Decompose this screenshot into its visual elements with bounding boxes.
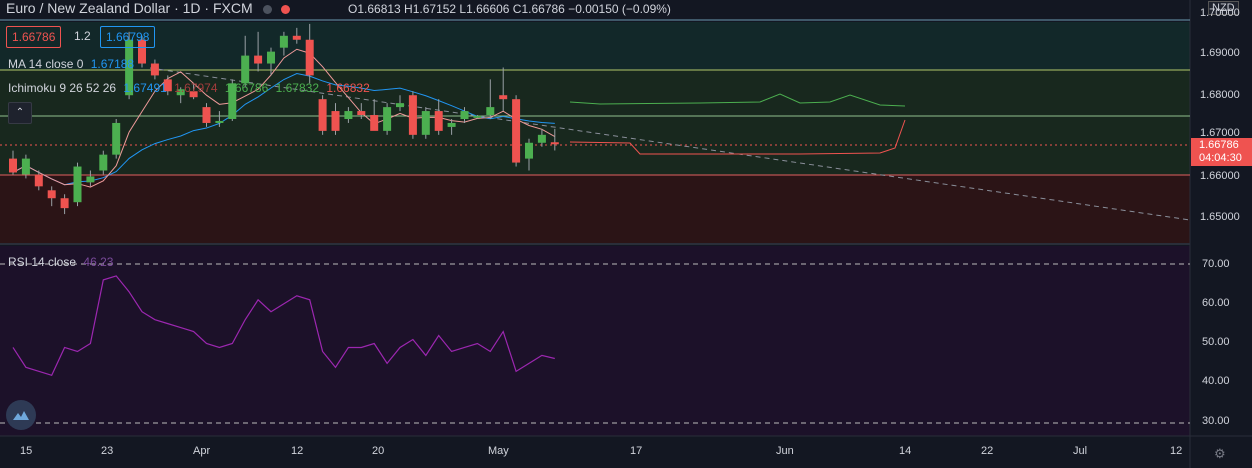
rsi-tick-1: 70.00 <box>1202 258 1230 270</box>
candle-body[interactable] <box>331 111 340 131</box>
candle-body[interactable] <box>383 107 392 131</box>
chevron-up-icon: ⌃ <box>15 107 25 118</box>
candle-body[interactable] <box>125 39 134 96</box>
candle-body[interactable] <box>163 79 172 92</box>
settings-gear-icon[interactable]: ⚙ <box>1214 446 1226 461</box>
candle-body[interactable] <box>370 115 379 131</box>
price-tick-5: 1.66000 <box>1200 170 1240 182</box>
ma-legend-value: 1.67188 <box>90 57 135 71</box>
candle-body[interactable] <box>434 111 443 131</box>
price-tick-3: 1.68000 <box>1200 89 1240 101</box>
ma-legend[interactable]: MA 14 close 0 1.67188 <box>8 56 134 72</box>
time-tick-1: 15 <box>20 445 33 457</box>
bar-countdown: 04:04:30 <box>1199 152 1242 164</box>
candle-body[interactable] <box>138 39 146 64</box>
rsi-legend-label: RSI 14 close <box>8 255 77 269</box>
time-tick-7: 17 <box>630 445 643 457</box>
symbol-title-text: Euro / New Zealand Dollar · 1D · FXCM <box>6 0 253 16</box>
time-tick-11: Jul <box>1073 445 1088 457</box>
candle-body[interactable] <box>267 51 275 64</box>
status-dot-icon <box>262 4 272 14</box>
candle-body[interactable] <box>512 99 521 163</box>
ichimoku-lead2-value: 1.66832 <box>326 81 370 95</box>
ohlc-readout: O1.66813 H1.67152 L1.66606 C1.66786 −0.0… <box>348 2 671 16</box>
currency-label[interactable]: NZD <box>1208 1 1239 15</box>
candle-body[interactable] <box>99 154 108 171</box>
candle-body[interactable] <box>292 35 301 40</box>
candle-body[interactable] <box>189 91 198 98</box>
candle-body[interactable] <box>537 134 546 143</box>
time-tick-9: 14 <box>899 445 912 457</box>
candle-body[interactable] <box>254 55 263 64</box>
candle-body[interactable] <box>241 55 250 84</box>
rsi-line <box>12 275 555 377</box>
candle-body[interactable] <box>60 198 69 209</box>
candle-body[interactable] <box>318 99 327 131</box>
rsi-tick-4: 40.00 <box>1202 375 1230 387</box>
price-tick-1: 1.70000 <box>1200 7 1240 19</box>
time-tick-10: 22 <box>981 445 994 457</box>
spread-value: 1.2 <box>74 29 91 43</box>
candle-body[interactable] <box>279 35 288 48</box>
sell-button[interactable]: 1.66786 <box>6 26 62 48</box>
candle-body[interactable] <box>202 107 211 123</box>
ichimoku-legend-label: Ichimoku 9 26 52 26 <box>8 81 117 95</box>
candle-body[interactable] <box>499 95 508 100</box>
last-price-marker: 1.66786 04:04:30 <box>1191 138 1252 166</box>
candle-body[interactable] <box>9 158 17 173</box>
rsi-tick-2: 60.00 <box>1202 297 1230 309</box>
time-tick-2: 23 <box>101 445 114 457</box>
candle-body[interactable] <box>150 63 159 76</box>
time-tick-8: Jun <box>776 445 794 457</box>
rsi-tick-5: 30.00 <box>1202 415 1230 427</box>
symbol-title[interactable]: Euro / New Zealand Dollar · 1D · FXCM <box>6 0 291 16</box>
candle-body[interactable] <box>47 190 56 199</box>
candle-body[interactable] <box>34 174 43 187</box>
ichimoku-conversion-value: 1.67491 <box>123 81 167 95</box>
ichimoku-lagging-value: 1.66786 <box>224 81 269 95</box>
time-tick-12: 12 <box>1170 445 1183 457</box>
ichimoku-legend[interactable]: Ichimoku 9 26 52 26 1.67491 1.67974 1.66… <box>8 80 370 96</box>
candle-body[interactable] <box>421 111 430 135</box>
ma-legend-label: MA 14 close 0 <box>8 57 84 71</box>
time-tick-4: 12 <box>291 445 304 457</box>
buy-button[interactable]: 1.66798 <box>100 26 156 48</box>
ichimoku-base-value: 1.67974 <box>174 81 218 95</box>
price-tick-6: 1.65000 <box>1200 211 1240 223</box>
candle-body[interactable] <box>305 39 314 76</box>
candle-body[interactable] <box>73 166 82 203</box>
candle-body[interactable] <box>21 158 30 175</box>
price-tick-2: 1.69000 <box>1200 47 1240 59</box>
time-tick-6: May <box>488 445 509 457</box>
candle-body[interactable] <box>176 89 185 96</box>
candle-body[interactable] <box>357 111 366 116</box>
candle-body[interactable] <box>460 111 469 119</box>
candle-body[interactable] <box>396 103 404 108</box>
market-status-icon <box>281 4 291 14</box>
price-tick-4: 1.67000 <box>1200 127 1240 139</box>
time-tick-5: 20 <box>372 445 385 457</box>
candle-body[interactable] <box>486 107 495 116</box>
collapse-legend-button[interactable]: ⌃ <box>8 102 32 124</box>
candle-body[interactable] <box>550 142 559 145</box>
candle-body[interactable] <box>525 142 533 159</box>
candle-body[interactable] <box>228 83 237 119</box>
last-price: 1.66786 <box>1199 139 1239 151</box>
logo-icon <box>6 400 36 430</box>
rsi-tick-3: 50.00 <box>1202 336 1230 348</box>
candle-body[interactable] <box>112 122 121 155</box>
candle-body[interactable] <box>344 111 353 119</box>
rsi-legend[interactable]: RSI 14 close 46.23 <box>8 254 113 270</box>
time-tick-3: Apr <box>193 445 211 457</box>
candle-body[interactable] <box>447 122 456 127</box>
candle-body[interactable] <box>86 176 95 183</box>
candle-body[interactable] <box>408 95 417 135</box>
rsi-legend-value: 46.23 <box>83 255 114 269</box>
candle-body[interactable] <box>473 115 482 118</box>
candle-body[interactable] <box>215 120 224 123</box>
ichimoku-lead1-value: 1.67832 <box>275 81 320 95</box>
